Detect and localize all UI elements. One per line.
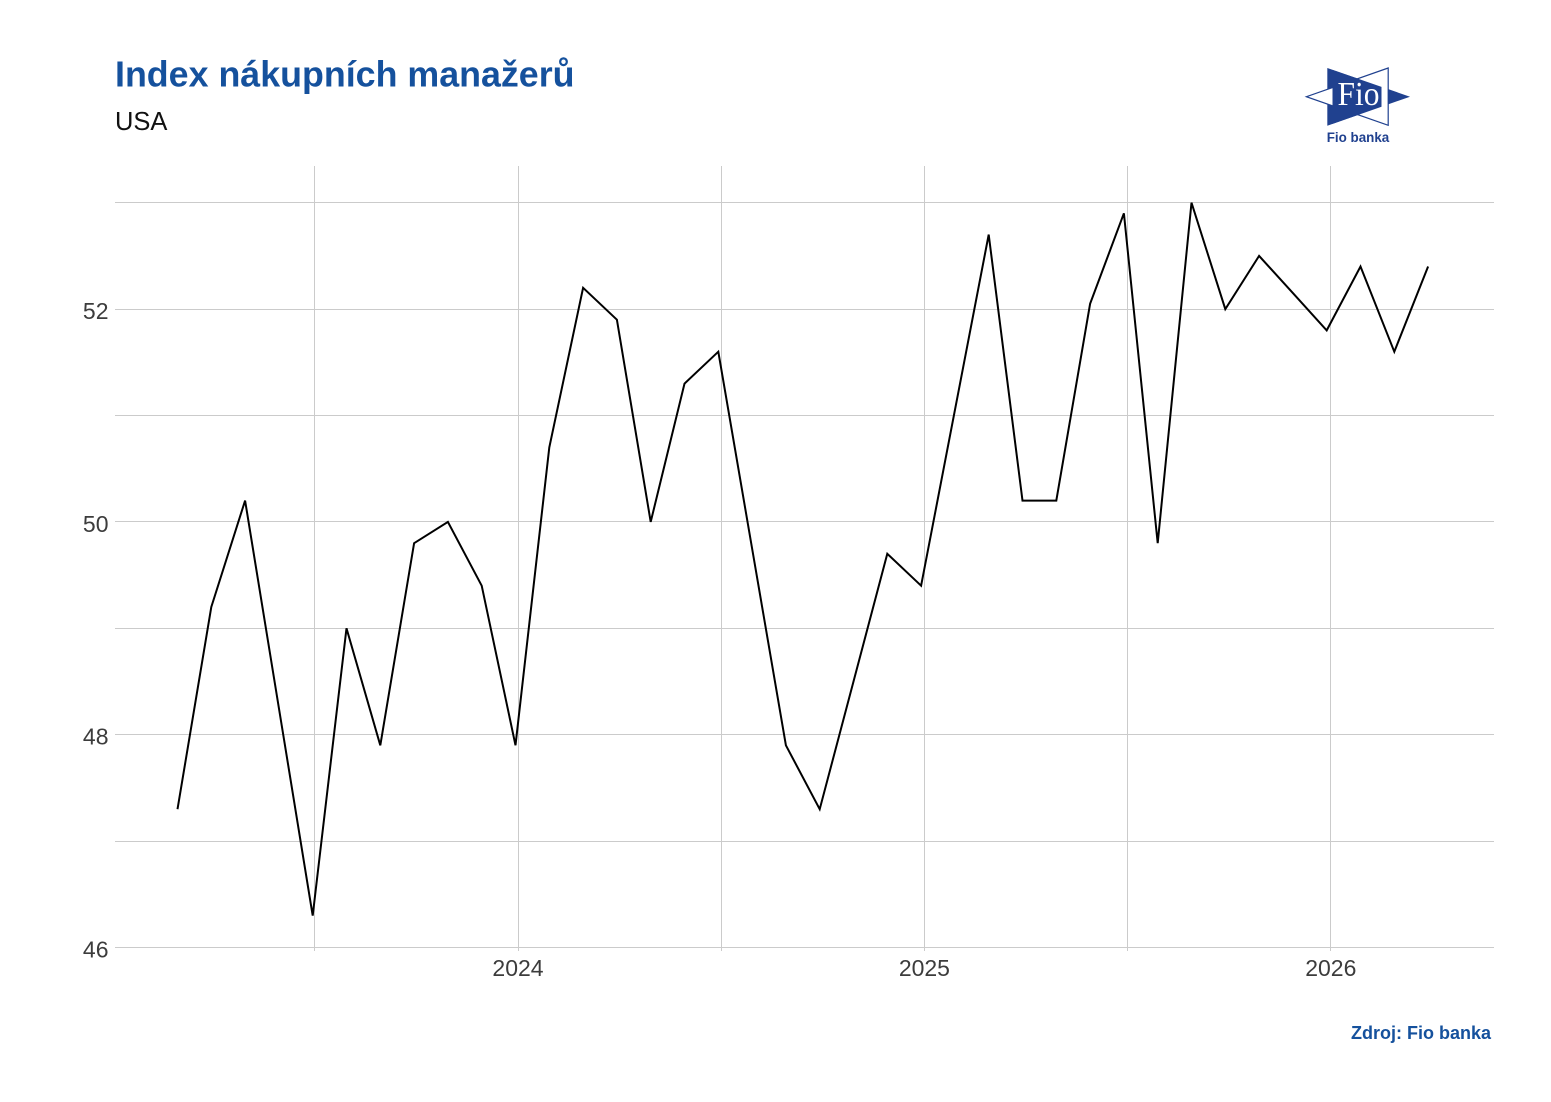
svg-text:USA: USA [115,108,167,136]
svg-text:48: 48 [83,724,109,750]
svg-text:Fio: Fio [1338,76,1380,113]
svg-text:Zdroj: Fio banka: Zdroj: Fio banka [1351,1023,1492,1043]
svg-text:52: 52 [83,298,109,324]
svg-text:2024: 2024 [492,955,543,981]
svg-text:2025: 2025 [899,955,950,981]
svg-text:46: 46 [83,937,109,963]
svg-text:Fio banka: Fio banka [1327,130,1390,145]
svg-text:50: 50 [83,511,109,537]
svg-text:2026: 2026 [1305,955,1356,981]
svg-text:Index nákupních manažerů: Index nákupních manažerů [115,55,575,95]
